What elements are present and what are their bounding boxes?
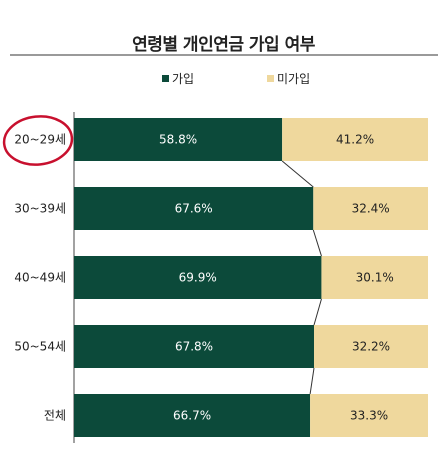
value-label-joined-1: 67.6% bbox=[175, 202, 213, 216]
value-label-not-joined-1: 32.4% bbox=[352, 202, 390, 216]
category-label-3: 50~54세 bbox=[14, 340, 66, 354]
value-label-not-joined-3: 32.2% bbox=[352, 340, 390, 354]
value-label-joined-0: 58.8% bbox=[159, 133, 197, 147]
legend-swatch-not-joined bbox=[267, 74, 274, 82]
value-label-joined-3: 67.8% bbox=[175, 340, 213, 354]
connector-line-2 bbox=[313, 298, 322, 326]
legend-label-not-joined: 미가입 bbox=[277, 71, 311, 86]
chart-title: 연령별 개인연금 가입 여부 bbox=[132, 35, 315, 55]
connector-line-3 bbox=[309, 367, 315, 395]
value-label-joined-4: 66.7% bbox=[173, 409, 211, 423]
bar-joined-3 bbox=[74, 325, 315, 368]
value-label-not-joined-0: 41.2% bbox=[336, 133, 374, 147]
highlight-circle bbox=[2, 115, 74, 166]
value-label-not-joined-4: 33.3% bbox=[350, 409, 388, 423]
connector-line-1 bbox=[312, 229, 322, 257]
legend-item-not-joined: 미가입 bbox=[267, 70, 310, 86]
bar-not-joined-4 bbox=[310, 394, 428, 437]
bar-not-joined-1 bbox=[313, 187, 428, 230]
legend-label-joined: 가입 bbox=[172, 71, 195, 86]
bar-joined-2 bbox=[74, 256, 322, 299]
title-divider bbox=[10, 54, 438, 56]
category-label-4: 전체 bbox=[44, 409, 66, 423]
legend-item-joined: 가입 bbox=[162, 70, 194, 86]
category-label-1: 30~39세 bbox=[14, 202, 66, 216]
category-label-0: 20~29세 bbox=[14, 133, 66, 147]
bar-joined-0 bbox=[74, 118, 283, 161]
legend-swatch-joined bbox=[162, 74, 169, 82]
bar-not-joined-0 bbox=[282, 118, 428, 161]
value-label-not-joined-2: 30.1% bbox=[356, 271, 394, 285]
bar-joined-4 bbox=[74, 394, 311, 437]
bar-not-joined-2 bbox=[321, 256, 428, 299]
value-label-joined-2: 69.9% bbox=[179, 271, 217, 285]
category-label-2: 40~49세 bbox=[14, 271, 66, 285]
bar-not-joined-3 bbox=[314, 325, 428, 368]
connector-line-0 bbox=[281, 160, 314, 188]
bar-joined-1 bbox=[74, 187, 314, 230]
